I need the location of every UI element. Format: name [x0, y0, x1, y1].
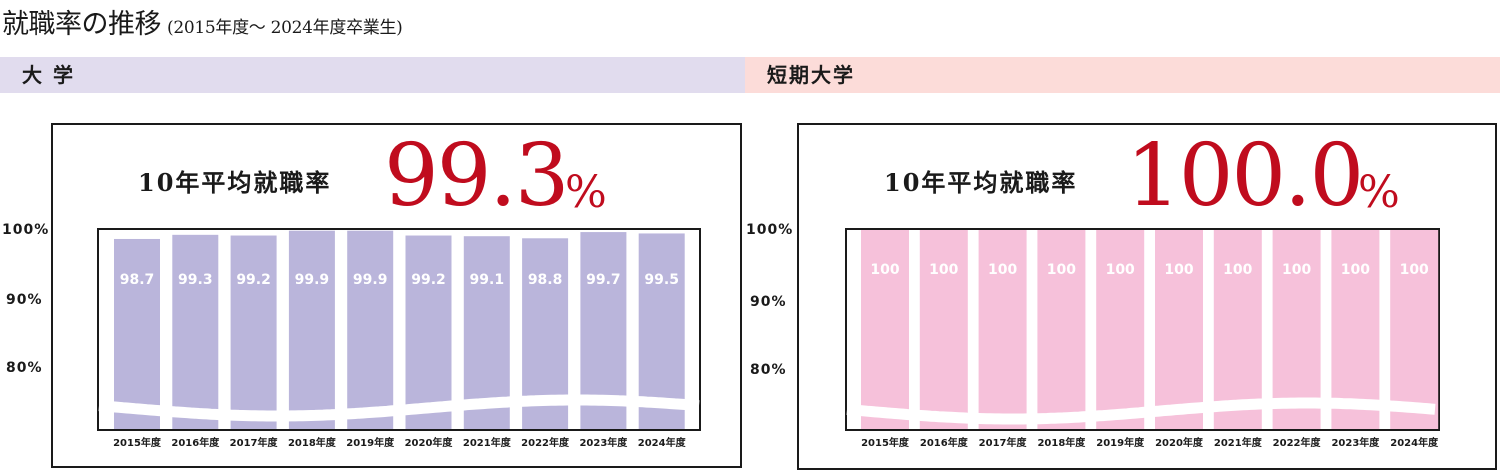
university-category-label: 2015年度	[113, 436, 162, 449]
university-bar	[288, 230, 335, 429]
junior-college-bar	[1272, 230, 1321, 429]
university-value-label: 99.9	[353, 272, 388, 288]
junior-college-bar	[1155, 230, 1203, 429]
junior-college-category-label: 2023年度	[1331, 436, 1380, 449]
junior-college-category-label: 2017年度	[979, 436, 1028, 449]
junior-college-category-label: 2015年度	[861, 436, 910, 449]
junior-college-category-label: 2016年度	[920, 436, 969, 449]
junior-college-bar	[1331, 230, 1380, 429]
page-title: 就職率の推移 (2015年度〜 2024年度卒業生)	[2, 2, 403, 46]
junior-college-value-label: 100	[1164, 262, 1193, 278]
university-panel	[51, 123, 742, 468]
junior-college-panel	[797, 123, 1497, 470]
university-y-tick-100: 100%	[2, 222, 50, 238]
junior-college-value-label: 100	[1047, 262, 1076, 278]
university-bar-chart: 98.7 2015年度 99.3 2016年度 99.2 2017年度 99.9 2018年度…	[97, 228, 701, 449]
junior-college-value-label: 100	[1341, 262, 1370, 278]
junior-college-average-label: 10年平均就職率	[884, 168, 1078, 197]
junior-college-category-label: 2024年度	[1390, 436, 1439, 449]
junior-college-value-label: 100	[870, 262, 899, 278]
university-value-label: 99.9	[295, 272, 330, 288]
university-average-unit: %	[565, 167, 607, 218]
university-value-label: 99.2	[411, 272, 446, 288]
junior-college-category-label: 2020年度	[1155, 436, 1204, 449]
junior-college-average-value: 100.0	[1126, 126, 1364, 226]
university-bar	[638, 233, 685, 429]
university-category-label: 2020年度	[405, 436, 454, 449]
junior-college-value-label: 100	[1223, 262, 1252, 278]
junior-college-value-label: 100	[1282, 262, 1311, 278]
junior-college-bar	[1037, 230, 1086, 429]
university-axis-break	[98, 394, 700, 422]
junior-college-value-label: 100	[1106, 262, 1135, 278]
junior-college-y-tick-90: 90%	[750, 294, 787, 310]
university-category-label: 2019年度	[346, 436, 395, 449]
university-category-label: 2016年度	[171, 436, 220, 449]
university-category-label: 2021年度	[463, 436, 512, 449]
university-bar	[114, 238, 160, 429]
junior-college-value-label: 100	[929, 262, 958, 278]
university-category-label: 2024年度	[638, 436, 687, 449]
junior-college-category-label: 2021年度	[1214, 436, 1263, 449]
junior-college-bar	[1096, 230, 1145, 429]
section-band-university: 大 学	[0, 57, 745, 93]
university-value-label: 99.1	[470, 272, 505, 288]
junior-college-average-unit: %	[1358, 167, 1400, 218]
university-average-value: 99.3	[384, 126, 569, 226]
university-plot-frame	[97, 228, 701, 431]
university-value-label: 99.5	[644, 272, 679, 288]
university-average-label: 10年平均就職率	[138, 168, 332, 197]
university-category-label: 2018年度	[288, 436, 337, 449]
junior-college-bar	[919, 230, 968, 429]
university-category-label: 2017年度	[230, 436, 279, 449]
junior-college-category-label: 2022年度	[1273, 436, 1322, 449]
university-bar	[230, 235, 277, 429]
university-bar	[347, 230, 394, 429]
page-title-main: 就職率の推移	[2, 9, 162, 40]
junior-college-y-tick-80: 80%	[750, 362, 787, 378]
university-value-label: 98.8	[528, 272, 563, 288]
junior-college-bar	[861, 230, 909, 429]
junior-college-axis-break	[846, 397, 1436, 425]
university-y-tick-80: 80%	[6, 360, 43, 376]
university-value-label: 99.7	[586, 272, 621, 288]
junior-college-bar-chart: 100 2015年度 100 2016年度 100 2017年度 100 2018年度 100 2…	[845, 228, 1440, 449]
section-band-junior-college: 短期大学	[745, 57, 1500, 93]
university-category-label: 2023年度	[579, 436, 628, 449]
junior-college-bar	[1213, 230, 1262, 429]
university-value-label: 99.3	[178, 272, 213, 288]
university-value-label: 99.2	[236, 272, 271, 288]
page-title-sub: (2015年度〜 2024年度卒業生)	[167, 18, 403, 38]
junior-college-plot-frame	[845, 228, 1440, 431]
junior-college-category-label: 2019年度	[1096, 436, 1145, 449]
university-bar	[172, 234, 219, 429]
junior-college-value-label: 100	[988, 262, 1017, 278]
university-value-label: 98.7	[120, 272, 155, 288]
junior-college-bar	[978, 230, 1027, 429]
junior-college-category-label: 2018年度	[1037, 436, 1086, 449]
junior-college-y-tick-100: 100%	[746, 222, 794, 238]
university-y-tick-90: 90%	[6, 292, 43, 308]
university-bar	[405, 235, 452, 429]
university-category-label: 2022年度	[521, 436, 570, 449]
junior-college-bar	[1390, 230, 1439, 429]
junior-college-value-label: 100	[1400, 262, 1429, 278]
